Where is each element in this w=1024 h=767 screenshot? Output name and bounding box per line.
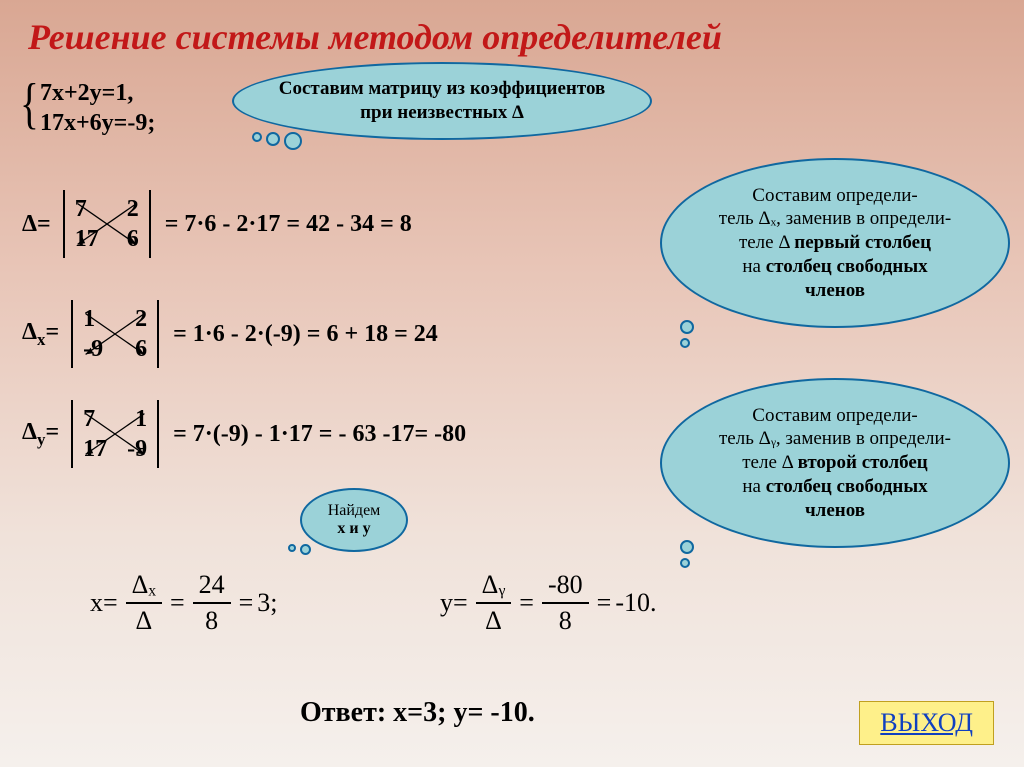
det-dx-row: Δx= 12 -96 = 1·6 - 2·(-9) = 6 + 18 = 24 (22, 300, 438, 368)
result-y: y= Δᵧ Δ = -80 8 = -10. (440, 570, 656, 636)
cloud-3-bubbles (680, 540, 694, 568)
system-equations: 7x+2y=1, 17x+6y=-9; (40, 78, 155, 138)
frac-24-8: 24 8 (193, 570, 231, 636)
det-dx-matrix: 12 -96 (71, 300, 159, 368)
cloud-1-l2: при неизвестных Δ (279, 101, 605, 125)
frac-dx-d: Δₓ Δ (126, 570, 162, 636)
result-x: x= Δₓ Δ = 24 8 = 3; (90, 570, 278, 636)
page-title: Решение системы методом определителей (28, 16, 722, 58)
det-dx-expr: = 1·6 - 2·(-9) = 6 + 18 = 24 (173, 321, 438, 348)
exit-button[interactable]: ВЫХОД (859, 701, 994, 745)
eq-2: 17x+6y=-9; (40, 108, 155, 138)
det-delta-label: Δ= (22, 211, 51, 238)
answer-text: Ответ: х=3; y= -10. (300, 697, 535, 729)
det-dx-label: Δx= (22, 319, 59, 350)
eq-1: 7x+2y=1, (40, 78, 155, 108)
det-dy-label: Δy= (22, 419, 59, 450)
frac-dy-d: Δᵧ Δ (476, 570, 512, 636)
cloud-2: Составим определи- тель Δₓ, заменив в оп… (660, 158, 1010, 328)
det-dy-matrix: 71 17-9 (71, 400, 159, 468)
cloud-1-bubbles (252, 132, 302, 150)
det-dy-row: Δy= 71 17-9 = 7·(-9) - 1·17 = - 63 -17= … (22, 400, 466, 468)
det-delta-row: Δ= 72 176 = 7·6 - 2·17 = 42 - 34 = 8 (22, 190, 412, 258)
system-brace: { (20, 72, 39, 136)
det-dy-expr: = 7·(-9) - 1·17 = - 63 -17= -80 (173, 421, 466, 448)
cloud-2-bubbles (680, 320, 694, 348)
cloud-1: Составим матрицу из коэффициентов при не… (232, 62, 652, 140)
det-delta-matrix: 72 176 (63, 190, 151, 258)
cloud-small-bubbles (288, 544, 311, 555)
frac-80-8: -80 8 (542, 570, 589, 636)
cloud-3: Составим определи- тель Δᵧ, заменив в оп… (660, 378, 1010, 548)
cloud-small: Найдем x и y (300, 488, 408, 552)
det-delta-expr: = 7·6 - 2·17 = 42 - 34 = 8 (165, 211, 412, 238)
cloud-1-l1: Составим матрицу из коэффициентов (279, 77, 605, 101)
